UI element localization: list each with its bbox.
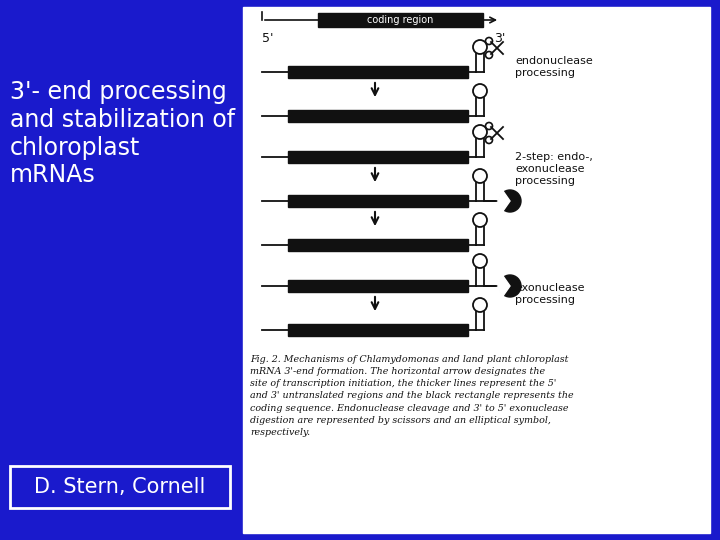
- Bar: [288, 66, 468, 78]
- Bar: [288, 324, 468, 336]
- Text: coding region: coding region: [367, 15, 433, 25]
- Bar: [10, 466, 230, 508]
- Wedge shape: [498, 191, 510, 211]
- Wedge shape: [498, 276, 510, 296]
- Text: exonuclease
processing: exonuclease processing: [515, 283, 585, 305]
- Text: 3'- end processing
and stabilization of
chloroplast
mRNAs: 3'- end processing and stabilization of …: [10, 80, 235, 187]
- Bar: [243, 7, 710, 533]
- Text: Fig. 2. Mechanisms of Chlamydomonas and land plant chloroplast
mRNA 3'-end forma: Fig. 2. Mechanisms of Chlamydomonas and …: [250, 355, 574, 437]
- Bar: [288, 239, 468, 251]
- Text: D. Stern, Cornell: D. Stern, Cornell: [35, 477, 206, 497]
- Bar: [288, 280, 468, 292]
- Text: 3': 3': [495, 32, 505, 45]
- Bar: [318, 13, 483, 27]
- Text: 5': 5': [262, 32, 274, 45]
- Circle shape: [499, 190, 521, 212]
- Text: 2-step: endo-,
exonuclease
processing: 2-step: endo-, exonuclease processing: [515, 152, 593, 186]
- Bar: [288, 110, 468, 122]
- Circle shape: [499, 275, 521, 297]
- Bar: [288, 195, 468, 207]
- Bar: [288, 151, 468, 163]
- Text: endonuclease
processing: endonuclease processing: [515, 56, 593, 78]
